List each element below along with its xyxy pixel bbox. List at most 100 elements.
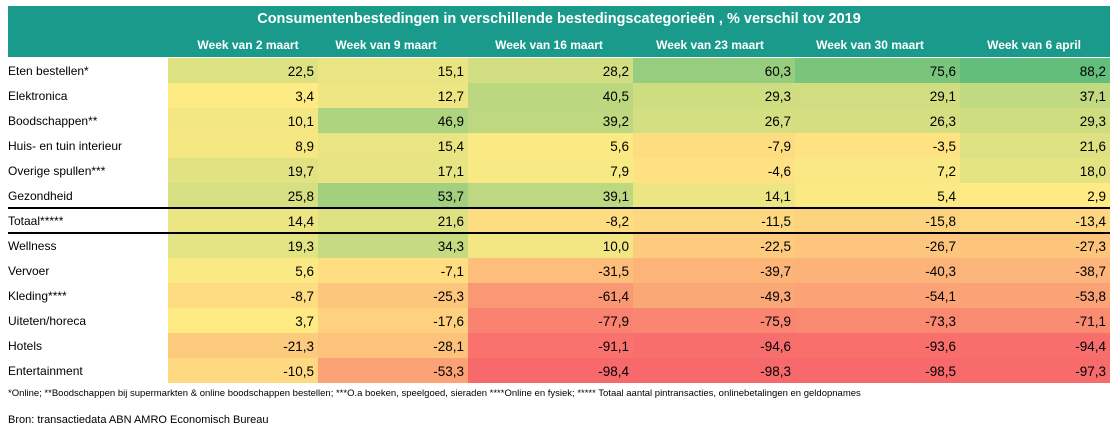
heatmap-cell	[168, 333, 318, 358]
heatmap-cell	[318, 133, 468, 158]
heatmap-cell	[960, 333, 1110, 358]
cell-value: 28,2	[603, 64, 629, 79]
cell-value: -53,3	[433, 364, 464, 379]
heatmap-cell	[168, 83, 318, 108]
heatmap-cell	[795, 83, 960, 108]
footnote: *Online; **Boodschappen bij supermarkten…	[8, 388, 861, 399]
heatmap-cell	[468, 258, 633, 283]
column-header: Week van 30 maart	[816, 38, 924, 52]
heatmap-cell	[168, 183, 318, 208]
cell-value: 3,4	[295, 89, 314, 104]
cell-value: -75,9	[760, 314, 791, 329]
cell-value: 18,0	[1080, 164, 1106, 179]
heatmap-cell	[960, 158, 1110, 183]
heatmap-cell	[633, 133, 795, 158]
heatmap-cell	[633, 233, 795, 258]
heatmap-cell	[795, 58, 960, 83]
heatmap-cell	[318, 108, 468, 133]
row-label: Huis- en tuin interieur	[8, 139, 122, 153]
heatmap-cell	[318, 58, 468, 83]
cell-value: 5,4	[937, 189, 956, 204]
cell-value: -61,4	[598, 289, 629, 304]
heatmap-cell	[468, 233, 633, 258]
cell-value: -3,5	[933, 139, 956, 154]
heatmap-cell	[633, 308, 795, 333]
row-label: Vervoer	[8, 264, 49, 278]
heatmap-cell	[633, 108, 795, 133]
heatmap-cell	[960, 58, 1110, 83]
cell-value: 46,9	[438, 114, 464, 129]
cell-value: -17,6	[433, 314, 464, 329]
cell-value: -7,9	[768, 139, 791, 154]
divider-lines	[8, 207, 1110, 234]
cell-value: 21,6	[438, 214, 464, 229]
heatmap-cell	[168, 233, 318, 258]
cell-value: 21,6	[1080, 139, 1106, 154]
cell-value: 8,9	[295, 139, 314, 154]
heatmap-cell	[795, 308, 960, 333]
row-label: Totaal*****	[8, 214, 64, 228]
heatmap-cell	[960, 258, 1110, 283]
heatmap-cell	[633, 208, 795, 233]
cell-value: -8,2	[606, 214, 629, 229]
heatmap-cell	[795, 258, 960, 283]
cell-value: 15,1	[438, 64, 464, 79]
heatmap-cell	[960, 108, 1110, 133]
heatmap-cell	[468, 308, 633, 333]
cell-value: -21,3	[283, 339, 314, 354]
cell-value: -49,3	[760, 289, 791, 304]
row-label: Elektronica	[8, 89, 68, 103]
cell-value: -94,4	[1075, 339, 1106, 354]
cell-value: -40,3	[925, 264, 956, 279]
cell-value: -13,4	[1075, 214, 1106, 229]
heatmap-cell	[633, 333, 795, 358]
heatmap-cell	[633, 258, 795, 283]
cell-value: 19,7	[288, 164, 314, 179]
heatmap-cell	[318, 358, 468, 383]
cell-value: 10,0	[603, 239, 629, 254]
heatmap-cell	[318, 233, 468, 258]
cell-value: 7,2	[937, 164, 956, 179]
cell-value: 29,3	[765, 89, 791, 104]
cell-value: 29,3	[1080, 114, 1106, 129]
heatmap-cell	[960, 233, 1110, 258]
row-label: Uiteten/horeca	[8, 314, 86, 328]
cell-value: -38,7	[1075, 264, 1106, 279]
cell-value: 25,8	[288, 189, 314, 204]
cell-value: -77,9	[598, 314, 629, 329]
heatmap-cell	[468, 83, 633, 108]
cell-value: 17,1	[438, 164, 464, 179]
heatmap-cell	[960, 83, 1110, 108]
cell-value: -31,5	[598, 264, 629, 279]
heatmap-cell	[633, 83, 795, 108]
heatmap-cell	[468, 183, 633, 208]
row-label: Wellness	[8, 239, 56, 253]
cell-value: 39,1	[603, 189, 629, 204]
cell-value: 14,4	[288, 214, 315, 229]
cell-value: -94,6	[760, 339, 791, 354]
cell-value: -22,5	[760, 239, 791, 254]
heatmap-cell	[168, 133, 318, 158]
cell-value: -54,1	[925, 289, 956, 304]
row-label: Eten bestellen*	[8, 64, 89, 78]
cell-value: 7,9	[610, 164, 629, 179]
heatmap-cell	[960, 133, 1110, 158]
cell-value: 60,3	[765, 64, 791, 79]
cell-value: -98,4	[598, 364, 629, 379]
cell-value: -53,8	[1075, 289, 1106, 304]
row-label: Boodschappen**	[8, 114, 98, 128]
cell-value: -28,1	[433, 339, 464, 354]
cell-value: -39,7	[760, 264, 791, 279]
column-header: Week van 23 maart	[656, 38, 764, 52]
header-band	[8, 6, 1110, 57]
heatmap-cells: 22,5 15,1 28,2 60,3 75,6 88,2 3,4 12,7 40,5 29,3 2…	[168, 58, 1110, 383]
cell-value: -7,1	[441, 264, 464, 279]
heatmap-cell	[960, 283, 1110, 308]
heatmap-cell	[318, 83, 468, 108]
cell-value: 40,5	[603, 89, 629, 104]
heatmap-cell	[795, 233, 960, 258]
column-header: Week van 9 maart	[335, 38, 436, 52]
heatmap-cell	[960, 208, 1110, 233]
heatmap-cell	[633, 283, 795, 308]
